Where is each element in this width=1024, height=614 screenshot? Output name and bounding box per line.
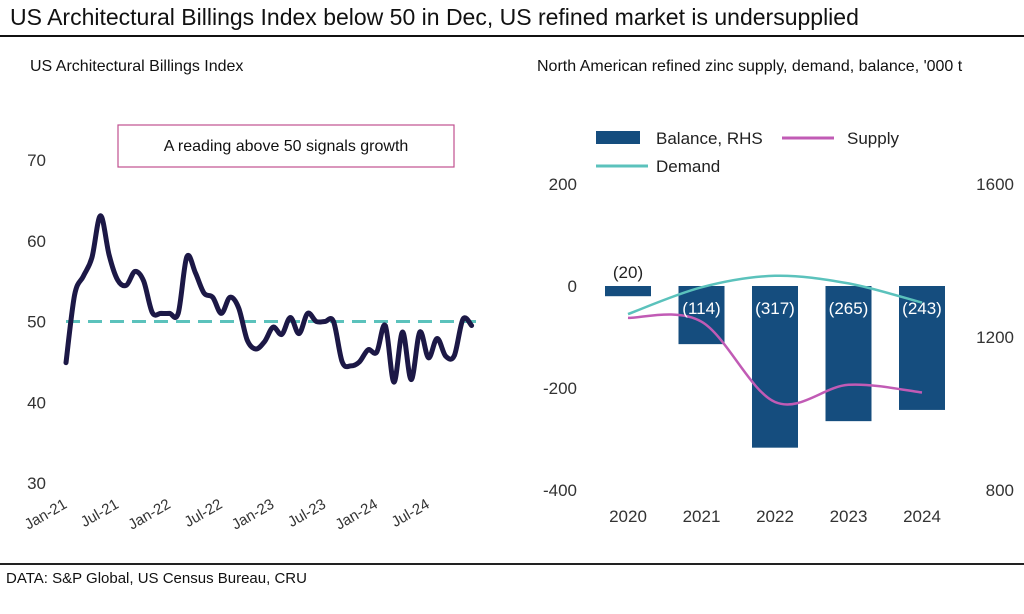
zinc-left-tick: -200 [543,379,577,398]
zinc-x-axis: 2020 2021 2022 2023 2024 [609,507,941,526]
zinc-x-tick: 2021 [683,507,721,526]
annotation-box [117,124,455,168]
zinc-left-axis: -400 -200 0 200 [543,175,577,500]
legend-label-supply: Supply [847,129,899,148]
abi-y-tick: 30 [27,474,46,493]
zinc-legend: Balance, RHS Supply Demand [596,129,899,176]
zinc-right-tick: 1600 [976,175,1014,194]
headline-rule [0,35,1024,37]
zinc-x-tick: 2022 [756,507,794,526]
balance-bar-label: (243) [902,299,942,318]
balance-bar [605,286,651,297]
supply-line [627,313,923,406]
zinc-right-tick: 1200 [976,328,1014,347]
balance-bar-label: (317) [755,299,795,318]
annotation-text: A reading above 50 signals growth [164,138,409,155]
source-note: DATA: S&P Global, US Census Bureau, CRU [6,570,307,587]
balance-bar [825,286,872,422]
abi-chart: A reading above 50 signals growth 30 40 50… [22,124,477,533]
left-chart-title: US Architectural Billings Index [30,58,244,75]
abi-y-tick: 60 [27,232,46,251]
abi-y-axis: 30 40 50 60 70 [27,151,46,493]
right-chart-title: North American refined zinc supply, dema… [537,58,963,75]
balance-bar [752,286,798,448]
legend-swatch-balance [596,131,640,144]
zinc-chart: Balance, RHS Supply Demand -400-2000200 … [543,129,1014,526]
zinc-left-tick: -400 [543,481,577,500]
headline: US Architectural Billings Index below 50… [10,4,859,30]
zinc-left-tick: 0 [568,277,577,296]
balance-bars [605,286,945,448]
zinc-right-axis: 800 1200 1600 [976,175,1014,500]
balance-bar-labels: (20) (114) (317) (265) (243) [613,263,942,318]
balance-bar-label: (114) [682,299,720,318]
abi-y-tick: 70 [27,151,46,170]
zinc-x-tick: 2020 [609,507,647,526]
abi-y-tick: 50 [27,313,46,332]
legend-label-balance: Balance, RHS [656,129,763,148]
legend-label-demand: Demand [656,157,720,176]
zinc-x-tick: 2024 [903,507,941,526]
abi-y-tick: 40 [27,393,46,412]
zinc-x-tick: 2023 [830,507,868,526]
balance-bar-label: (265) [829,299,869,318]
balance-bar-label: (20) [613,263,643,282]
zinc-left-tick: 200 [549,175,577,194]
abi-series-line [63,213,475,385]
footer-rule [0,563,1024,565]
demand-line [627,274,923,316]
zinc-right-tick: 800 [986,481,1014,500]
